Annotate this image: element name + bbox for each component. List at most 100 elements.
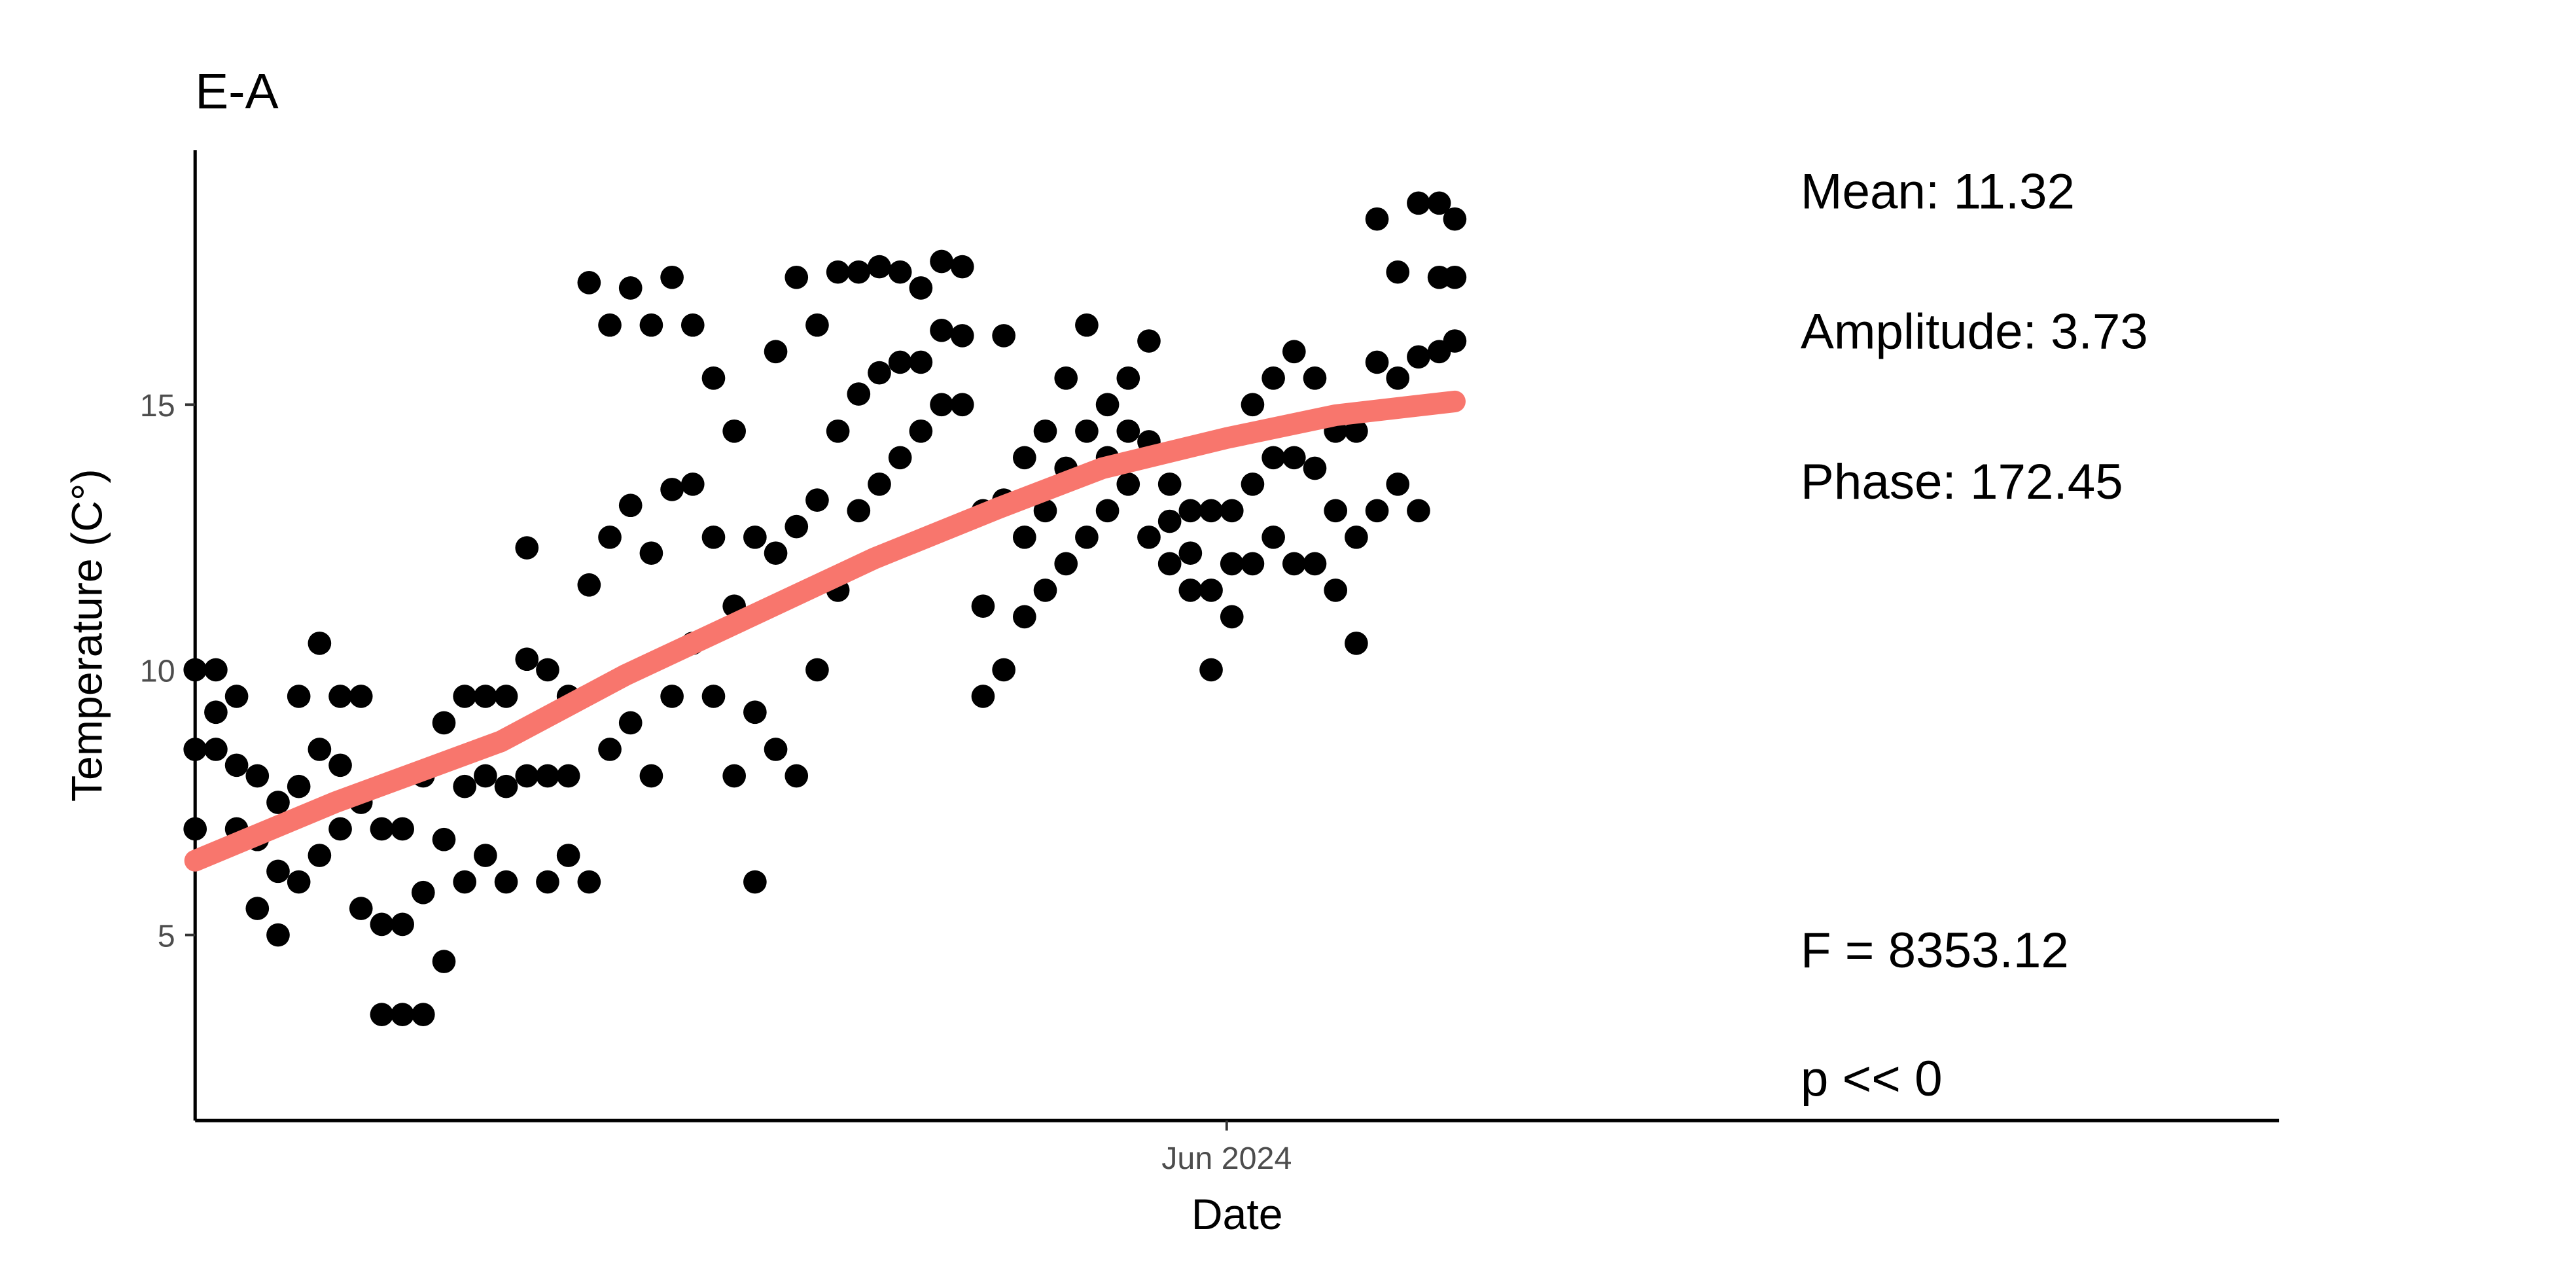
- data-point: [909, 419, 933, 443]
- data-point: [349, 897, 373, 920]
- data-point: [930, 393, 953, 417]
- data-point: [639, 764, 663, 788]
- data-point: [245, 897, 270, 920]
- annotation: F = 8353.12: [1801, 923, 2069, 978]
- data-point: [660, 265, 684, 289]
- data-point: [1365, 207, 1389, 231]
- data-point: [618, 276, 643, 300]
- data-point: [1241, 472, 1265, 496]
- data-point: [432, 711, 456, 735]
- y-tick-label: 10: [140, 653, 175, 689]
- data-point: [1075, 526, 1099, 549]
- data-point: [1324, 499, 1348, 523]
- data-point: [1262, 366, 1285, 390]
- data-point: [639, 541, 663, 565]
- fit-line: [184, 390, 1466, 872]
- data-point: [536, 870, 559, 894]
- data-point: [743, 700, 767, 724]
- data-point: [1013, 526, 1036, 549]
- data-point: [536, 764, 559, 788]
- data-point: [1157, 472, 1182, 496]
- data-point: [743, 526, 767, 549]
- data-point: [1241, 552, 1265, 576]
- data-point: [536, 658, 559, 682]
- data-point: [556, 764, 580, 788]
- data-point: [494, 685, 518, 708]
- data-point: [992, 324, 1015, 348]
- annotation: p << 0: [1801, 1051, 1943, 1107]
- data-point: [1013, 605, 1036, 629]
- data-point: [432, 950, 456, 973]
- data-point: [1054, 366, 1078, 390]
- data-point: [308, 632, 332, 655]
- data-point: [950, 393, 974, 417]
- data-point: [266, 791, 290, 814]
- data-point: [391, 817, 414, 841]
- data-point: [1116, 472, 1140, 496]
- data-point: [1282, 340, 1306, 364]
- data-point: [453, 685, 477, 708]
- data-point: [992, 658, 1015, 682]
- data-point: [888, 260, 912, 284]
- data-point: [743, 870, 767, 894]
- data-point: [888, 350, 912, 374]
- data-point: [598, 313, 622, 337]
- data-point: [618, 493, 643, 518]
- data-point: [287, 774, 311, 798]
- y-tick-label: 15: [140, 388, 175, 423]
- chart-title: E-A: [195, 64, 278, 120]
- data-point: [701, 366, 726, 390]
- data-point: [598, 526, 622, 549]
- data-point: [1033, 499, 1057, 523]
- data-point: [391, 912, 414, 937]
- data-point: [805, 313, 829, 337]
- data-point: [474, 764, 497, 788]
- data-point: [308, 738, 332, 761]
- data-point: [411, 880, 435, 904]
- data-point: [1427, 191, 1451, 215]
- data-point: [266, 859, 290, 884]
- data-point: [950, 255, 974, 279]
- data-point: [1324, 579, 1348, 602]
- data-point: [618, 711, 643, 735]
- data-point: [1386, 260, 1410, 284]
- data-point: [868, 472, 891, 496]
- data-point: [1365, 350, 1389, 374]
- data-point: [577, 271, 601, 295]
- data-point: [1407, 191, 1430, 215]
- data-point: [764, 738, 788, 761]
- data-point: [1220, 552, 1244, 576]
- data-point: [1033, 579, 1057, 602]
- data-point: [930, 318, 953, 342]
- data-point: [1178, 499, 1203, 523]
- data-point: [1116, 366, 1140, 390]
- data-point: [183, 658, 207, 682]
- data-point: [1407, 499, 1430, 523]
- data-point: [204, 738, 228, 761]
- data-point: [1365, 499, 1389, 523]
- y-tick-label: 5: [158, 918, 175, 954]
- data-point: [1407, 345, 1430, 369]
- data-point: [1443, 207, 1467, 231]
- data-point: [660, 478, 684, 501]
- data-point: [1282, 446, 1306, 470]
- data-point: [224, 685, 249, 708]
- data-point: [1303, 552, 1327, 576]
- data-point: [183, 817, 207, 841]
- data-point: [494, 870, 518, 894]
- data-point: [950, 324, 974, 348]
- data-point: [1199, 658, 1223, 682]
- data-point: [868, 361, 891, 385]
- data-point: [1220, 605, 1244, 629]
- data-point: [1157, 552, 1182, 576]
- data-point: [847, 499, 871, 523]
- data-point: [764, 541, 788, 565]
- data-point: [1241, 393, 1265, 417]
- data-point: [971, 685, 995, 708]
- y-axis-label: Temperature (C°): [63, 469, 112, 802]
- data-point: [1345, 526, 1368, 549]
- data-point: [453, 774, 477, 798]
- data-point: [432, 827, 456, 851]
- data-point: [411, 1003, 435, 1026]
- data-point: [1137, 526, 1161, 549]
